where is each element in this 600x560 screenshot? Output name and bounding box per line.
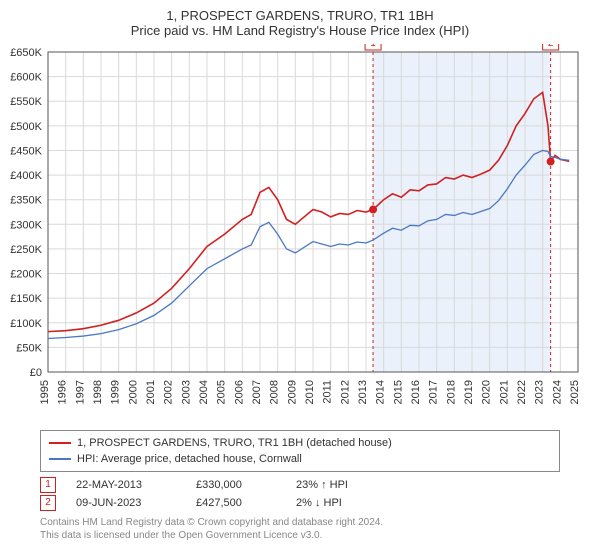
- svg-text:2025: 2025: [569, 380, 581, 404]
- svg-text:£150K: £150K: [10, 293, 42, 305]
- svg-text:1998: 1998: [92, 380, 104, 404]
- svg-text:2013: 2013: [357, 380, 369, 404]
- svg-text:£600K: £600K: [10, 72, 42, 84]
- svg-text:£0: £0: [30, 367, 42, 379]
- legend-swatch-property: [49, 442, 71, 444]
- svg-text:£300K: £300K: [10, 219, 42, 231]
- svg-text:£500K: £500K: [10, 121, 42, 133]
- svg-text:2022: 2022: [516, 380, 528, 404]
- sale-date-1: 22-MAY-2013: [76, 476, 176, 494]
- svg-text:£250K: £250K: [10, 244, 42, 256]
- svg-text:2011: 2011: [322, 380, 334, 404]
- chart-title: 1, PROSPECT GARDENS, TRURO, TR1 1BH: [0, 0, 600, 23]
- sale-marker-1: 1: [40, 477, 56, 493]
- sale-date-2: 09-JUN-2023: [76, 494, 176, 512]
- svg-text:£350K: £350K: [10, 195, 42, 207]
- svg-text:2021: 2021: [498, 380, 510, 404]
- svg-text:2023: 2023: [534, 380, 546, 404]
- svg-text:£400K: £400K: [10, 170, 42, 182]
- legend-item-hpi: HPI: Average price, detached house, Corn…: [49, 451, 551, 467]
- svg-text:2018: 2018: [445, 380, 457, 404]
- sale-price-1: £330,000: [196, 476, 276, 494]
- svg-text:1: 1: [370, 44, 376, 49]
- footer-line1: Contains HM Land Registry data © Crown c…: [40, 516, 560, 529]
- svg-text:£450K: £450K: [10, 145, 42, 157]
- svg-text:2024: 2024: [551, 380, 563, 404]
- svg-text:2015: 2015: [392, 380, 404, 404]
- svg-text:1997: 1997: [74, 380, 86, 404]
- svg-text:2003: 2003: [180, 380, 192, 404]
- chart-container: { "title": "1, PROSPECT GARDENS, TRURO, …: [0, 0, 600, 542]
- svg-text:1996: 1996: [57, 380, 69, 404]
- svg-text:2017: 2017: [428, 380, 440, 404]
- svg-text:2005: 2005: [216, 380, 228, 404]
- chart-area: £0 £50K £100K £150K £200K £250K £300K £350K £400…: [0, 44, 600, 424]
- sale-row-2: 2 09-JUN-2023 £427,500 2% ↓ HPI: [40, 494, 560, 512]
- svg-text:2000: 2000: [127, 380, 139, 404]
- svg-text:2: 2: [548, 44, 554, 49]
- chart-svg: £0 £50K £100K £150K £200K £250K £300K £350K £400…: [0, 44, 600, 424]
- legend: 1, PROSPECT GARDENS, TRURO, TR1 1BH (det…: [40, 430, 560, 472]
- sale-table: 1 22-MAY-2013 £330,000 23% ↑ HPI 2 09-JU…: [40, 476, 560, 512]
- svg-text:2019: 2019: [463, 380, 475, 404]
- svg-text:2004: 2004: [198, 380, 210, 404]
- svg-text:2014: 2014: [375, 380, 387, 404]
- svg-text:2009: 2009: [286, 380, 298, 404]
- legend-item-property: 1, PROSPECT GARDENS, TRURO, TR1 1BH (det…: [49, 435, 551, 451]
- legend-label-hpi: HPI: Average price, detached house, Corn…: [77, 451, 302, 467]
- svg-text:£650K: £650K: [10, 47, 42, 59]
- svg-text:£200K: £200K: [10, 269, 42, 281]
- svg-text:£100K: £100K: [10, 318, 42, 330]
- svg-text:2002: 2002: [163, 380, 175, 404]
- svg-text:2006: 2006: [233, 380, 245, 404]
- sale-price-2: £427,500: [196, 494, 276, 512]
- sale-delta-2: 2% ↓ HPI: [296, 494, 376, 512]
- svg-text:2016: 2016: [410, 380, 422, 404]
- svg-text:1995: 1995: [39, 380, 51, 404]
- sale-delta-1: 23% ↑ HPI: [296, 476, 376, 494]
- sale-row-1: 1 22-MAY-2013 £330,000 23% ↑ HPI: [40, 476, 560, 494]
- footer: Contains HM Land Registry data © Crown c…: [40, 516, 560, 542]
- svg-text:2007: 2007: [251, 380, 263, 404]
- svg-text:2012: 2012: [339, 380, 351, 404]
- chart-subtitle: Price paid vs. HM Land Registry's House …: [0, 23, 600, 44]
- svg-text:2020: 2020: [481, 380, 493, 404]
- svg-text:£50K: £50K: [16, 342, 42, 354]
- svg-text:2001: 2001: [145, 380, 157, 404]
- sale-marker-2: 2: [40, 495, 56, 511]
- footer-line2: This data is licensed under the Open Gov…: [40, 529, 560, 542]
- svg-text:2008: 2008: [269, 380, 281, 404]
- svg-text:£550K: £550K: [10, 96, 42, 108]
- legend-label-property: 1, PROSPECT GARDENS, TRURO, TR1 1BH (det…: [77, 435, 392, 451]
- legend-swatch-hpi: [49, 458, 71, 460]
- svg-text:1999: 1999: [110, 380, 122, 404]
- svg-text:2010: 2010: [304, 380, 316, 404]
